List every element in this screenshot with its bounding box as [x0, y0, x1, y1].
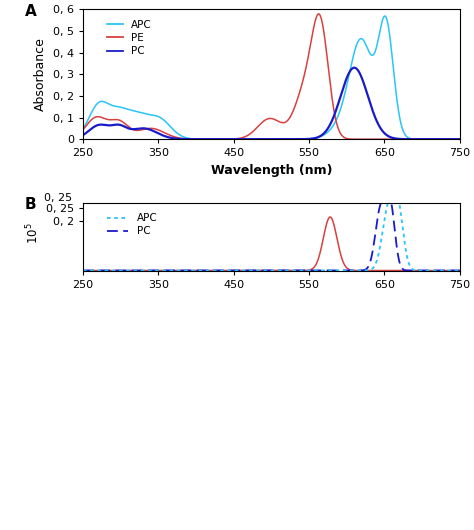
Text: 0, 25: 0, 25	[44, 192, 72, 202]
Legend: APC, PC: APC, PC	[103, 209, 162, 241]
Text: A: A	[25, 4, 36, 19]
Legend: APC, PE, PC: APC, PE, PC	[103, 16, 156, 60]
Text: $10^5$: $10^5$	[25, 223, 41, 244]
Text: B: B	[25, 197, 36, 211]
X-axis label: Wavelength (nm): Wavelength (nm)	[210, 164, 332, 177]
Y-axis label: Absorbance: Absorbance	[34, 37, 47, 111]
